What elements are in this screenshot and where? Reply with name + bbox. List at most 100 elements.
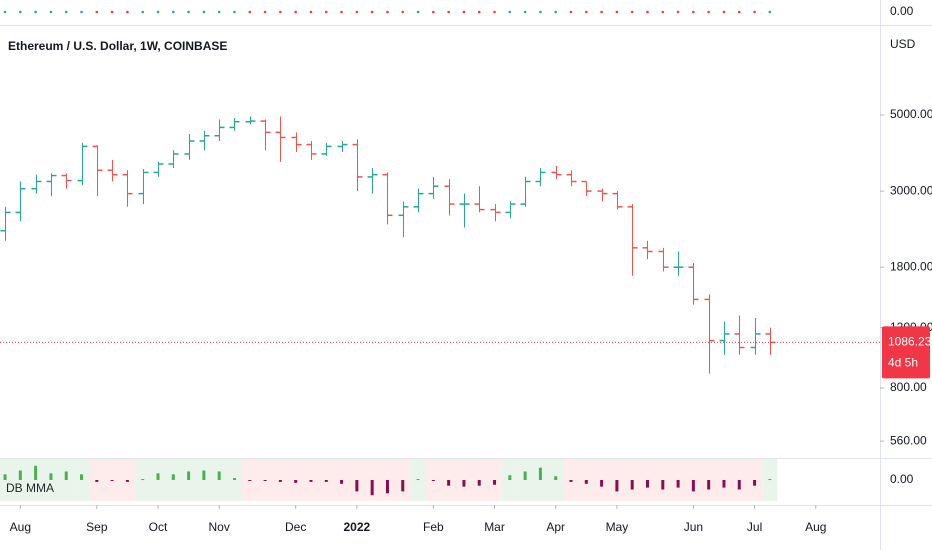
x-tick-label: Mar — [484, 520, 505, 534]
signal-dot — [539, 10, 542, 14]
signal-dot — [737, 10, 741, 14]
histogram-bar — [584, 480, 588, 484]
signal-dot — [630, 10, 634, 14]
histogram-bar — [294, 480, 298, 483]
signal-dot — [370, 10, 374, 14]
histogram-bar — [171, 474, 175, 480]
histogram-bar — [278, 480, 282, 482]
y-tick-label: 560.00 — [890, 433, 927, 447]
signal-dot — [477, 10, 481, 14]
signal-dot — [49, 10, 53, 14]
histogram-bar — [401, 480, 405, 492]
histogram-bar — [691, 480, 695, 492]
signal-dot — [95, 10, 99, 14]
x-tick-label: Dec — [285, 520, 306, 534]
histogram-bar — [768, 479, 772, 481]
signal-dot — [340, 10, 343, 14]
x-tick-label: May — [606, 520, 629, 534]
histogram-bar — [431, 480, 435, 481]
histogram-bar — [18, 470, 22, 480]
histogram-bar — [248, 480, 252, 481]
histogram-bar — [600, 480, 604, 487]
symbol-title: Ethereum / U.S. Dollar, 1W, COINBASE — [8, 39, 227, 53]
histogram-bar — [737, 480, 741, 490]
signal-dot — [3, 10, 7, 14]
signal-dot — [279, 10, 282, 14]
histogram-bar — [263, 480, 267, 481]
signal-dot — [661, 10, 665, 14]
histogram-bar — [722, 480, 726, 488]
signal-dot — [309, 10, 313, 14]
histogram-bar — [645, 480, 649, 488]
indicator-name: DB MMA — [6, 481, 54, 495]
countdown-label: 4d 5h — [888, 356, 918, 370]
histogram-bar — [217, 471, 221, 480]
signal-dot — [646, 10, 649, 14]
x-tick-label: Aug — [805, 520, 826, 534]
last-price-box — [882, 326, 930, 379]
histogram-bar — [95, 480, 99, 482]
signal-dot — [217, 10, 221, 14]
histogram-bar — [34, 465, 38, 480]
signal-dot — [569, 10, 573, 14]
signal-dot — [585, 10, 588, 14]
signal-dot — [462, 10, 466, 14]
signal-dot — [753, 10, 756, 14]
signal-dot — [416, 10, 420, 14]
histogram-bar — [477, 480, 481, 486]
histogram-bar — [661, 480, 665, 490]
histogram-bar — [554, 476, 558, 480]
histogram-bar — [538, 467, 542, 480]
signal-dot — [324, 10, 328, 14]
histogram-bar — [141, 479, 145, 481]
histogram-bar — [340, 480, 344, 484]
histogram-bar — [676, 480, 680, 488]
signal-dot — [34, 10, 37, 14]
unit-label: USD — [890, 37, 916, 51]
y-tick-label: 3000.00 — [890, 183, 932, 197]
signal-dot — [202, 10, 206, 14]
histogram-bar — [707, 480, 711, 490]
signal-dot — [80, 10, 83, 14]
signal-dot — [508, 10, 512, 14]
signal-dot — [64, 10, 68, 14]
histogram-bar — [49, 473, 53, 480]
histogram-bar — [64, 471, 68, 480]
signal-dot — [141, 10, 145, 14]
histogram-bar — [385, 480, 389, 494]
histogram-bar — [447, 480, 451, 486]
signal-dot — [493, 10, 496, 14]
signal-dot — [768, 10, 772, 14]
signal-dot — [447, 10, 450, 14]
signal-dot — [126, 10, 129, 14]
signal-dot — [263, 10, 267, 14]
histogram-bar — [156, 473, 160, 480]
x-tick-label: Oct — [149, 520, 168, 534]
signal-dot — [615, 10, 619, 14]
histogram-bar — [370, 480, 374, 496]
x-tick-label: Jul — [747, 520, 762, 534]
histogram-bar — [125, 480, 129, 482]
histogram-bar — [80, 474, 84, 480]
histogram-bar — [523, 471, 527, 480]
signal-dot — [110, 10, 114, 14]
x-tick-label: Feb — [423, 520, 444, 534]
signal-dot — [600, 10, 603, 14]
histogram-bar — [416, 479, 420, 481]
x-tick-label: Nov — [209, 520, 230, 534]
x-tick-label: Apr — [546, 520, 565, 534]
signal-dot — [172, 10, 175, 14]
x-tick-label: Aug — [10, 520, 31, 534]
histogram-bar — [324, 480, 328, 482]
histogram-bar — [309, 480, 313, 482]
last-price-label: 1086.23 — [888, 335, 932, 349]
histogram-bar — [615, 480, 619, 492]
histogram-bar — [753, 480, 757, 486]
signal-dot — [19, 10, 22, 14]
histogram-bar — [110, 480, 114, 481]
signal-dot — [355, 10, 359, 14]
signal-dot — [523, 10, 527, 14]
signal-dot — [554, 10, 558, 14]
signal-dot — [401, 10, 405, 14]
histogram-bar — [493, 480, 497, 485]
